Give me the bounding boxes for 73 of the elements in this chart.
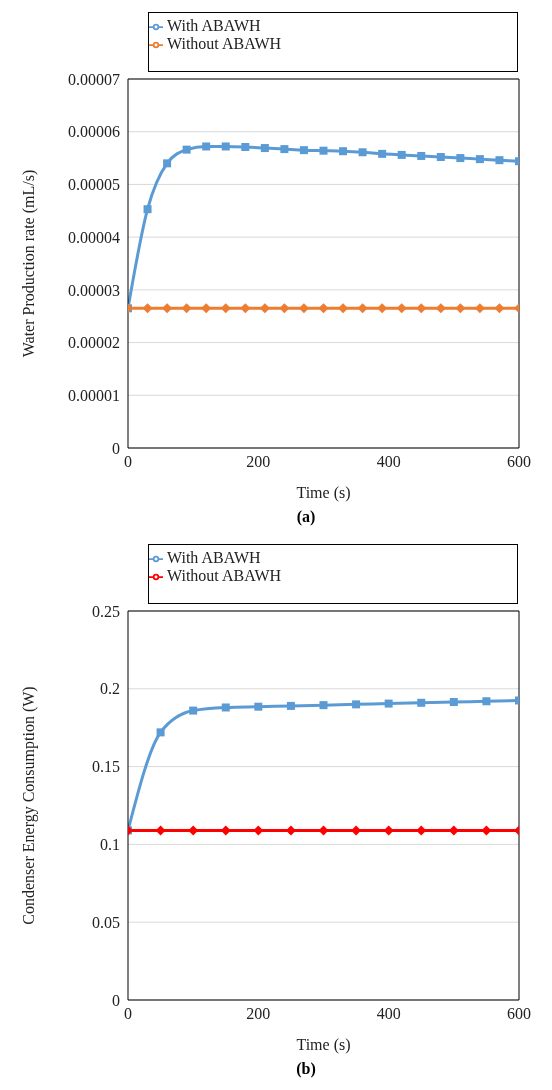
x-tick-label: 200 <box>246 1005 271 1023</box>
x-tick-label: 0 <box>124 1005 132 1023</box>
point <box>319 146 328 155</box>
x-tick-label: 600 <box>507 453 531 471</box>
point <box>378 149 387 158</box>
y-tick-label: 0.00003 <box>68 281 120 299</box>
point <box>221 142 230 151</box>
point <box>240 303 251 314</box>
point <box>163 159 172 168</box>
y-tick-label: 0.00006 <box>68 123 120 141</box>
text: (b) <box>295 1060 317 1078</box>
point <box>339 147 348 156</box>
y-tick-label: 0 <box>112 991 120 1009</box>
y-tick-label: 0.2 <box>100 680 120 698</box>
point <box>455 303 466 314</box>
point <box>352 700 361 709</box>
x-axis-title: Time (s) <box>296 1036 351 1054</box>
point <box>494 303 505 314</box>
y-tick-label: 0.15 <box>92 758 120 776</box>
point <box>220 303 231 314</box>
point <box>357 303 368 314</box>
y-tick-label: 0.00002 <box>68 334 120 352</box>
y-tick-label: 0.00001 <box>68 386 120 404</box>
x-tick-label: 200 <box>246 453 271 471</box>
y-tick-label: 0.25 <box>92 602 120 620</box>
y-tick-label: 0 <box>112 439 120 457</box>
point <box>384 699 393 708</box>
point <box>286 701 295 710</box>
legend-label: Without ABAWH <box>167 35 282 52</box>
point <box>202 142 211 151</box>
y-tick-label: 0.05 <box>92 913 120 931</box>
point <box>475 155 484 164</box>
point <box>416 303 427 314</box>
legend-label: Without ABAWH <box>167 567 282 584</box>
point <box>181 303 192 314</box>
point <box>417 151 426 160</box>
point <box>358 148 367 157</box>
point <box>449 698 458 707</box>
point <box>482 697 491 706</box>
point <box>182 145 191 154</box>
point <box>417 698 426 707</box>
x-tick-label: 600 <box>507 1005 531 1023</box>
point <box>495 156 504 165</box>
point <box>143 205 152 214</box>
point <box>456 154 465 163</box>
point <box>260 144 269 153</box>
point <box>142 303 153 314</box>
point <box>397 150 406 159</box>
y-tick-label: 0.00007 <box>68 70 120 88</box>
point <box>319 701 328 710</box>
point <box>318 303 329 314</box>
point <box>221 703 230 712</box>
y-tick-label: 0.00004 <box>68 228 120 246</box>
y-tick-label: 0.00005 <box>68 176 120 194</box>
point <box>279 303 290 314</box>
y-axis-title: Water Production rate (mL/s) <box>19 169 38 358</box>
point <box>396 303 407 314</box>
x-tick-label: 0 <box>124 453 132 471</box>
point <box>241 143 250 151</box>
legend-label: With ABAWH <box>167 17 261 34</box>
point <box>156 728 165 737</box>
y-tick-label: 0.1 <box>100 836 120 854</box>
point <box>189 706 198 715</box>
y-axis-title: Condenser Energy Consumption (W) <box>19 686 38 925</box>
point <box>299 146 308 155</box>
point <box>436 153 445 162</box>
point <box>254 702 263 711</box>
x-tick-label: 400 <box>376 453 401 471</box>
point <box>280 145 289 154</box>
text: (a) <box>295 508 317 526</box>
x-axis-title: Time (s) <box>296 484 351 502</box>
legend-label: With ABAWH <box>167 549 261 566</box>
x-tick-label: 400 <box>376 1005 401 1023</box>
